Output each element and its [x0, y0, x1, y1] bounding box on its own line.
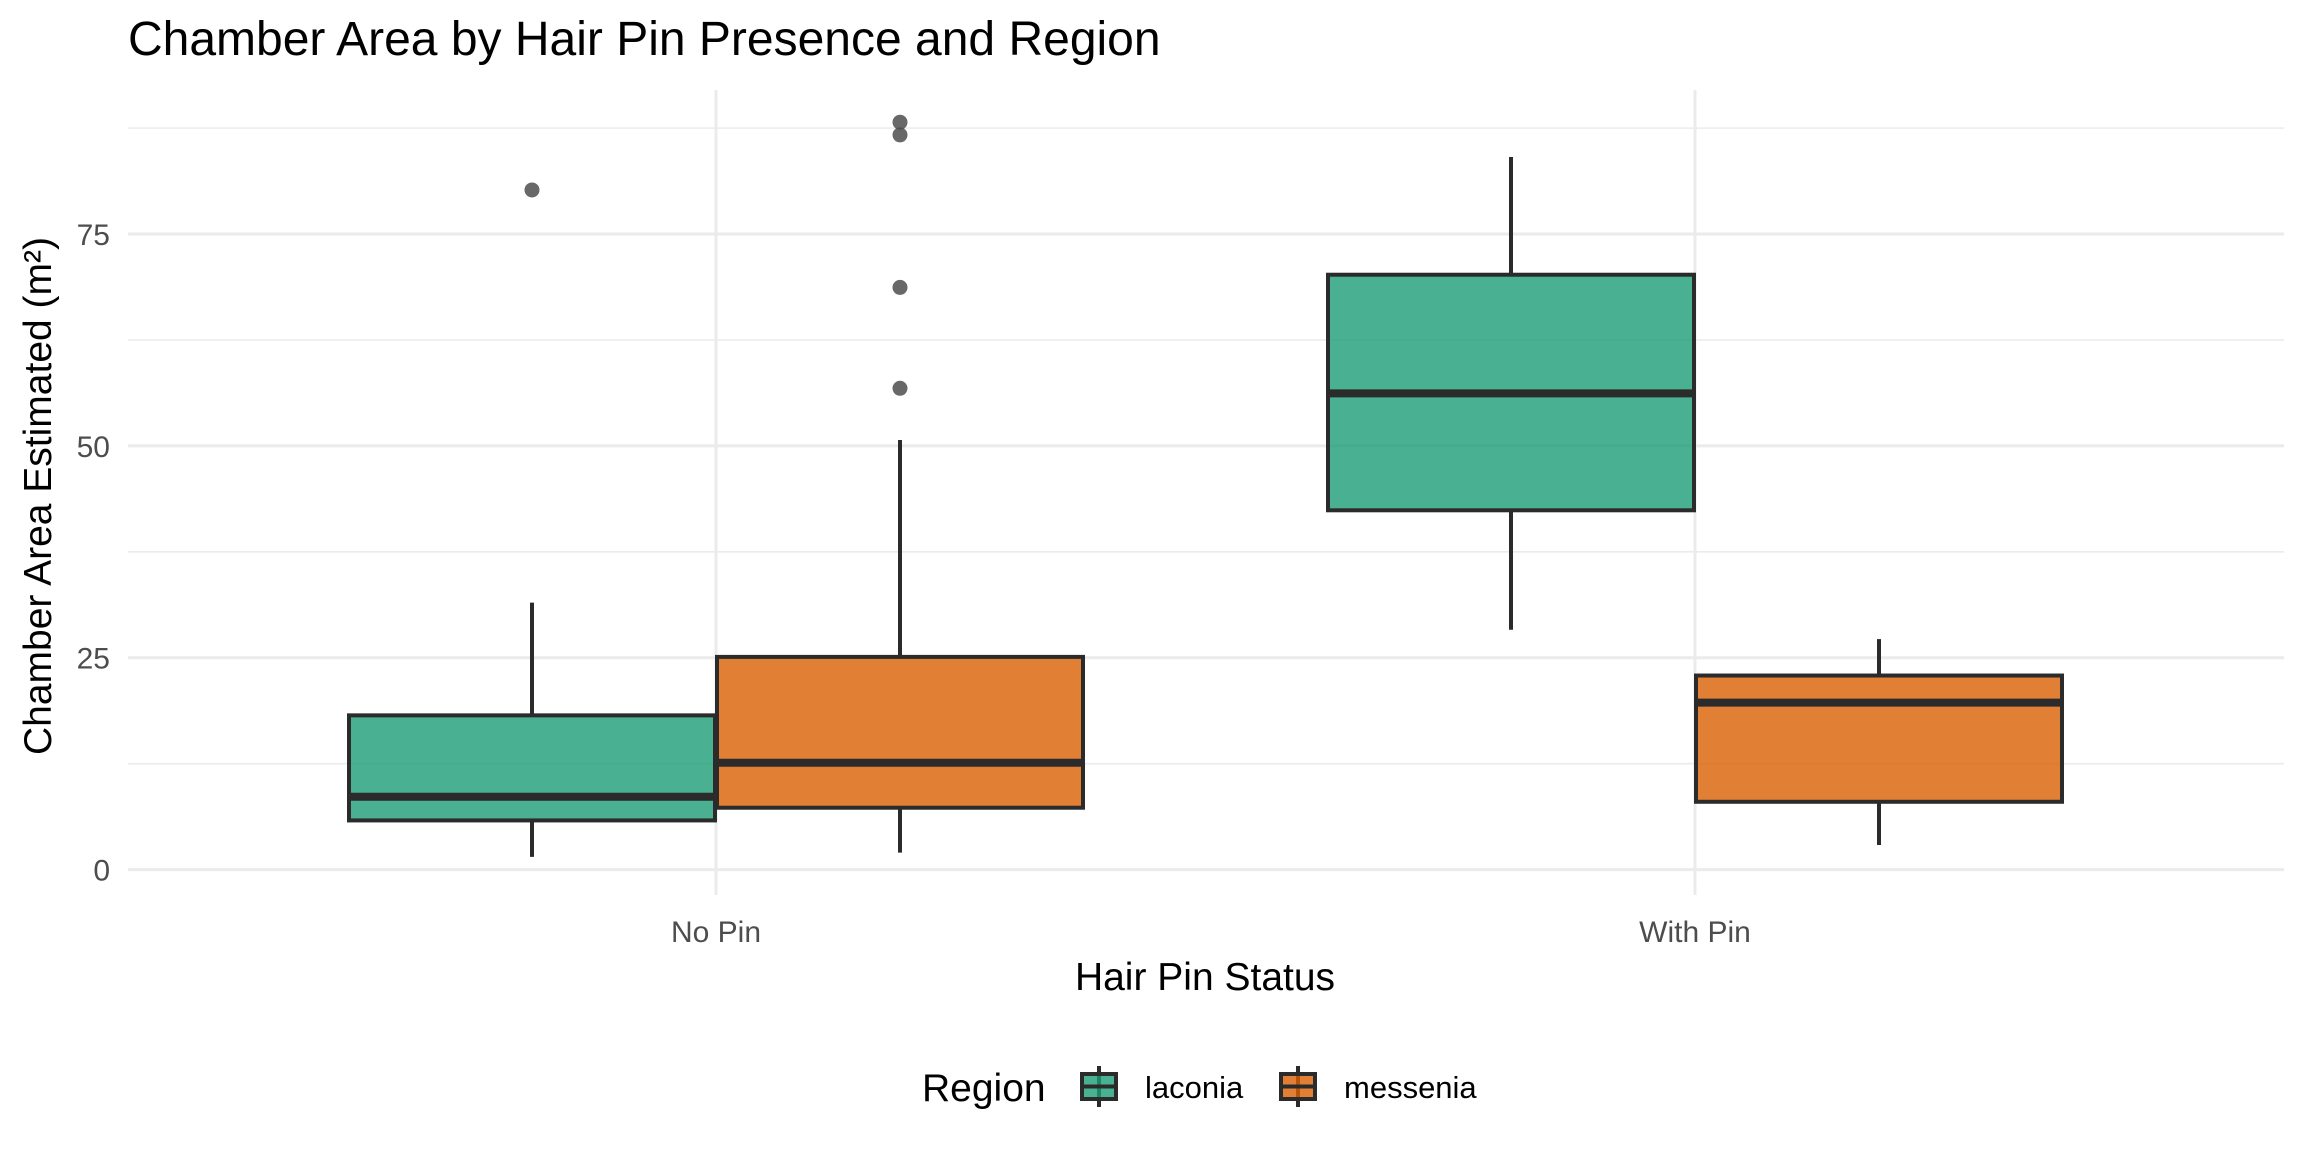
legend-title: Region [922, 1067, 1046, 1110]
box-iqr [715, 654, 1085, 810]
x-tick-label: With Pin [1639, 916, 1751, 949]
box-iqr [347, 713, 717, 823]
chart-title: Chamber Area by Hair Pin Presence and Re… [128, 13, 1161, 66]
box-series [347, 114, 2064, 857]
box-messenia-with-pin [1694, 639, 2064, 846]
x-axis-title: Hair Pin Status [1075, 956, 1335, 999]
y-tick-label: 0 [93, 855, 110, 888]
x-tick-label: No Pin [671, 916, 761, 949]
outlier-point [892, 114, 908, 130]
outlier-point [892, 279, 908, 295]
box-laconia-with-pin [1326, 156, 1696, 630]
legend-label: messenia [1344, 1070, 1477, 1105]
outlier-point [524, 182, 540, 198]
x-tick-labels: No Pin With Pin [671, 916, 1751, 949]
outlier-point [892, 380, 908, 396]
y-tick-label: 75 [77, 219, 110, 252]
box-laconia-no-pin [347, 182, 717, 857]
y-tick-label: 25 [77, 643, 110, 676]
legend: Region laconia messenia [922, 1066, 1477, 1110]
outlier-point [892, 127, 908, 143]
box-iqr [1694, 673, 2064, 804]
box-messenia-no-pin [715, 114, 1085, 853]
legend-label: laconia [1145, 1070, 1244, 1105]
y-axis-title: Chamber Area Estimated (m²) [17, 237, 60, 755]
y-tick-labels: 0 25 50 75 [77, 219, 110, 888]
legend-key-messenia [1279, 1066, 1317, 1107]
legend-key-laconia [1080, 1066, 1118, 1107]
y-tick-label: 50 [77, 431, 110, 464]
